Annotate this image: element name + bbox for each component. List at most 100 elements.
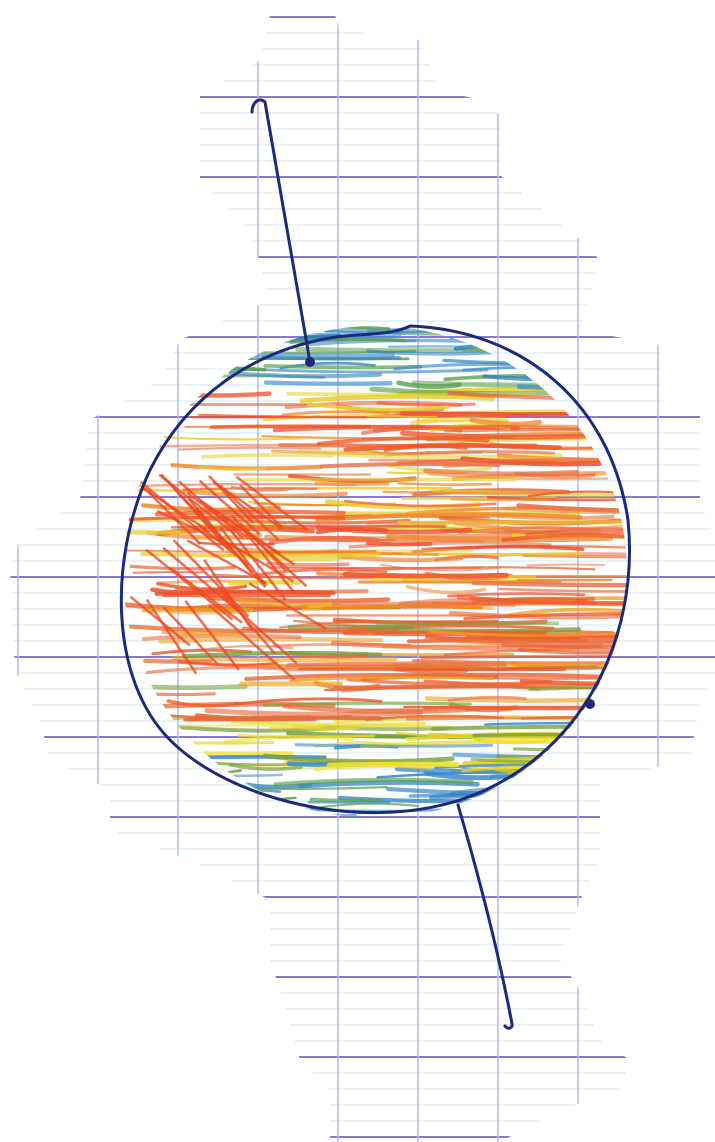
- crayon-stroke: [171, 655, 398, 663]
- crayon-stroke: [143, 658, 213, 664]
- crayon-stroke: [528, 683, 627, 692]
- crayon-stroke: [510, 769, 622, 778]
- crayon-stroke: [310, 802, 420, 810]
- crayon-stroke: [281, 410, 390, 417]
- crayon-hatch: [137, 478, 225, 552]
- axis-bottom: [456, 803, 514, 1030]
- crayon-stroke: [448, 702, 519, 713]
- pole-dot: [305, 357, 315, 367]
- crayon-stroke: [343, 443, 562, 452]
- crayon-stroke: [182, 487, 318, 491]
- crayon-stroke: [299, 394, 495, 404]
- crayon-stroke: [484, 721, 627, 726]
- crayon-stroke: [463, 612, 627, 621]
- crayon-stroke: [129, 564, 236, 571]
- crayon-stroke: [519, 679, 627, 687]
- crayon-stroke: [123, 778, 202, 784]
- crayon-stroke: [142, 337, 229, 347]
- crayon-stroke: [342, 630, 547, 637]
- crayon-stroke: [372, 425, 580, 433]
- crayon-stroke: [268, 535, 380, 545]
- crayon-hatch: [184, 600, 240, 671]
- crayon-stroke: [516, 503, 627, 514]
- crayon-stroke: [182, 489, 348, 499]
- crayon-stroke: [307, 402, 451, 412]
- crayon-stroke: [333, 684, 525, 689]
- crayon-stroke: [512, 747, 627, 753]
- crayon-stroke: [123, 623, 367, 634]
- crayon-stroke: [191, 515, 411, 525]
- crayon-stroke: [494, 326, 623, 332]
- crayon-stroke: [384, 450, 556, 457]
- crayon-stroke: [162, 436, 302, 441]
- crayon-stroke: [263, 380, 393, 386]
- crayon-stroke: [501, 533, 627, 543]
- crayon-stroke: [424, 636, 627, 647]
- crayon-stroke: [376, 401, 476, 407]
- crayon-hatch: [231, 514, 297, 595]
- crayon-hatch: [166, 480, 230, 551]
- crayon-stroke: [228, 763, 303, 771]
- crayon-stroke: [517, 794, 627, 801]
- crayon-stroke: [386, 786, 627, 796]
- crayon-stroke: [447, 592, 586, 598]
- crayon-stroke: [268, 724, 454, 730]
- crayon-stroke: [170, 463, 324, 471]
- crayon-stroke: [171, 772, 283, 778]
- crayon-stroke: [431, 488, 627, 497]
- crayon-stroke: [485, 794, 627, 800]
- crayon-stroke: [140, 551, 382, 558]
- crayon-stroke: [333, 451, 564, 460]
- crayon-stroke: [244, 672, 499, 681]
- crayon-stroke: [132, 570, 204, 574]
- crayon-hatch: [208, 475, 254, 524]
- crayon-stroke: [200, 815, 396, 818]
- crayon-stroke: [161, 630, 245, 636]
- crayon-stroke: [504, 507, 627, 515]
- crayon-stroke: [491, 338, 627, 347]
- crayon-stroke: [501, 326, 627, 336]
- crayon-stroke: [343, 499, 497, 508]
- crayon-stroke: [365, 541, 433, 547]
- crayon-stroke: [420, 654, 627, 660]
- crayon-stroke: [380, 563, 501, 572]
- crayon-stroke: [516, 777, 627, 786]
- dot: [585, 699, 595, 709]
- crayon-hatch: [162, 606, 220, 666]
- crayon-stroke: [319, 462, 501, 469]
- crayon-stroke: [123, 389, 272, 398]
- planet-outline: [119, 324, 631, 815]
- crayon-hatch: [239, 484, 285, 530]
- crayon-stroke: [309, 797, 382, 803]
- crayon-stroke: [455, 806, 627, 817]
- crayon-stroke: [456, 594, 596, 604]
- crayon-stroke: [286, 661, 507, 668]
- crayon-hatch: [145, 598, 198, 675]
- crayon-stroke: [289, 676, 494, 682]
- crayon-stroke: [192, 808, 315, 818]
- crayon-stroke: [141, 633, 302, 642]
- crayon-stroke: [365, 349, 495, 356]
- crayon-stroke: [464, 634, 627, 641]
- crayon-stroke: [166, 699, 239, 708]
- crayon-hatch: [162, 546, 240, 613]
- crayon-stroke: [516, 384, 627, 393]
- crayon-stroke: [228, 371, 382, 379]
- crayon-stroke: [153, 360, 227, 367]
- crayon-stroke: [400, 430, 602, 440]
- crayon-stroke: [236, 697, 383, 706]
- crayon-stroke: [307, 665, 492, 671]
- crayon-stroke: [462, 760, 627, 766]
- crayon-stroke: [123, 784, 182, 789]
- crayon-hatch: [218, 526, 268, 587]
- crayon-stroke: [471, 580, 627, 588]
- crayon-stroke: [524, 374, 627, 380]
- crayon-stroke: [385, 534, 614, 543]
- crayon-stroke: [273, 777, 474, 787]
- crayon-stroke: [482, 374, 627, 382]
- crayon-stroke: [453, 521, 626, 531]
- crayon-stroke: [396, 380, 462, 390]
- crayon-stroke: [522, 553, 627, 559]
